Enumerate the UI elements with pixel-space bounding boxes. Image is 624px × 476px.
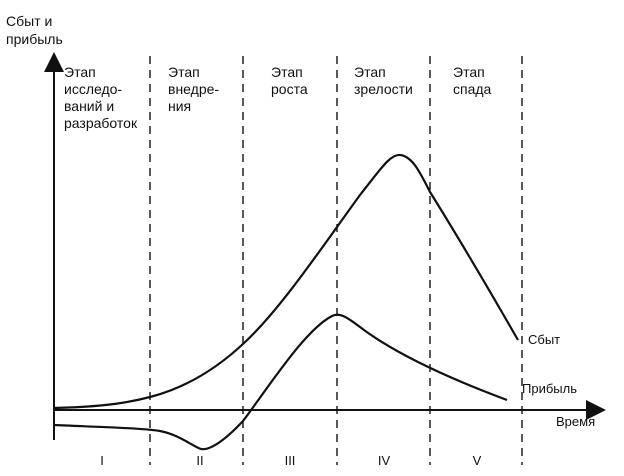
y-axis-label: Сбыт и прибыль [6,13,63,47]
profit-curve [53,313,508,451]
stage-numeral-3: III [284,453,296,468]
stage-label-research: Этап исследо- ваний и разработок [64,64,138,131]
stage-label-growth: Этап роста [271,64,308,97]
stage-label-introduction: Этап внедре- ния [168,64,220,114]
stage-label-decline: Этап спада [453,64,492,97]
sales-curve-label: Сбыт [528,332,561,347]
x-axis-label: Время [556,414,596,429]
stage-label-maturity: Этап зрелости [354,64,413,97]
stage-numeral-5: V [472,453,482,468]
stage-numeral-1: I [100,453,104,468]
stage-numeral-2: II [196,453,204,468]
stage-numeral-4: IV [377,453,391,468]
profit-curve-label: Прибыль [522,381,577,396]
sales-curve [53,153,519,410]
